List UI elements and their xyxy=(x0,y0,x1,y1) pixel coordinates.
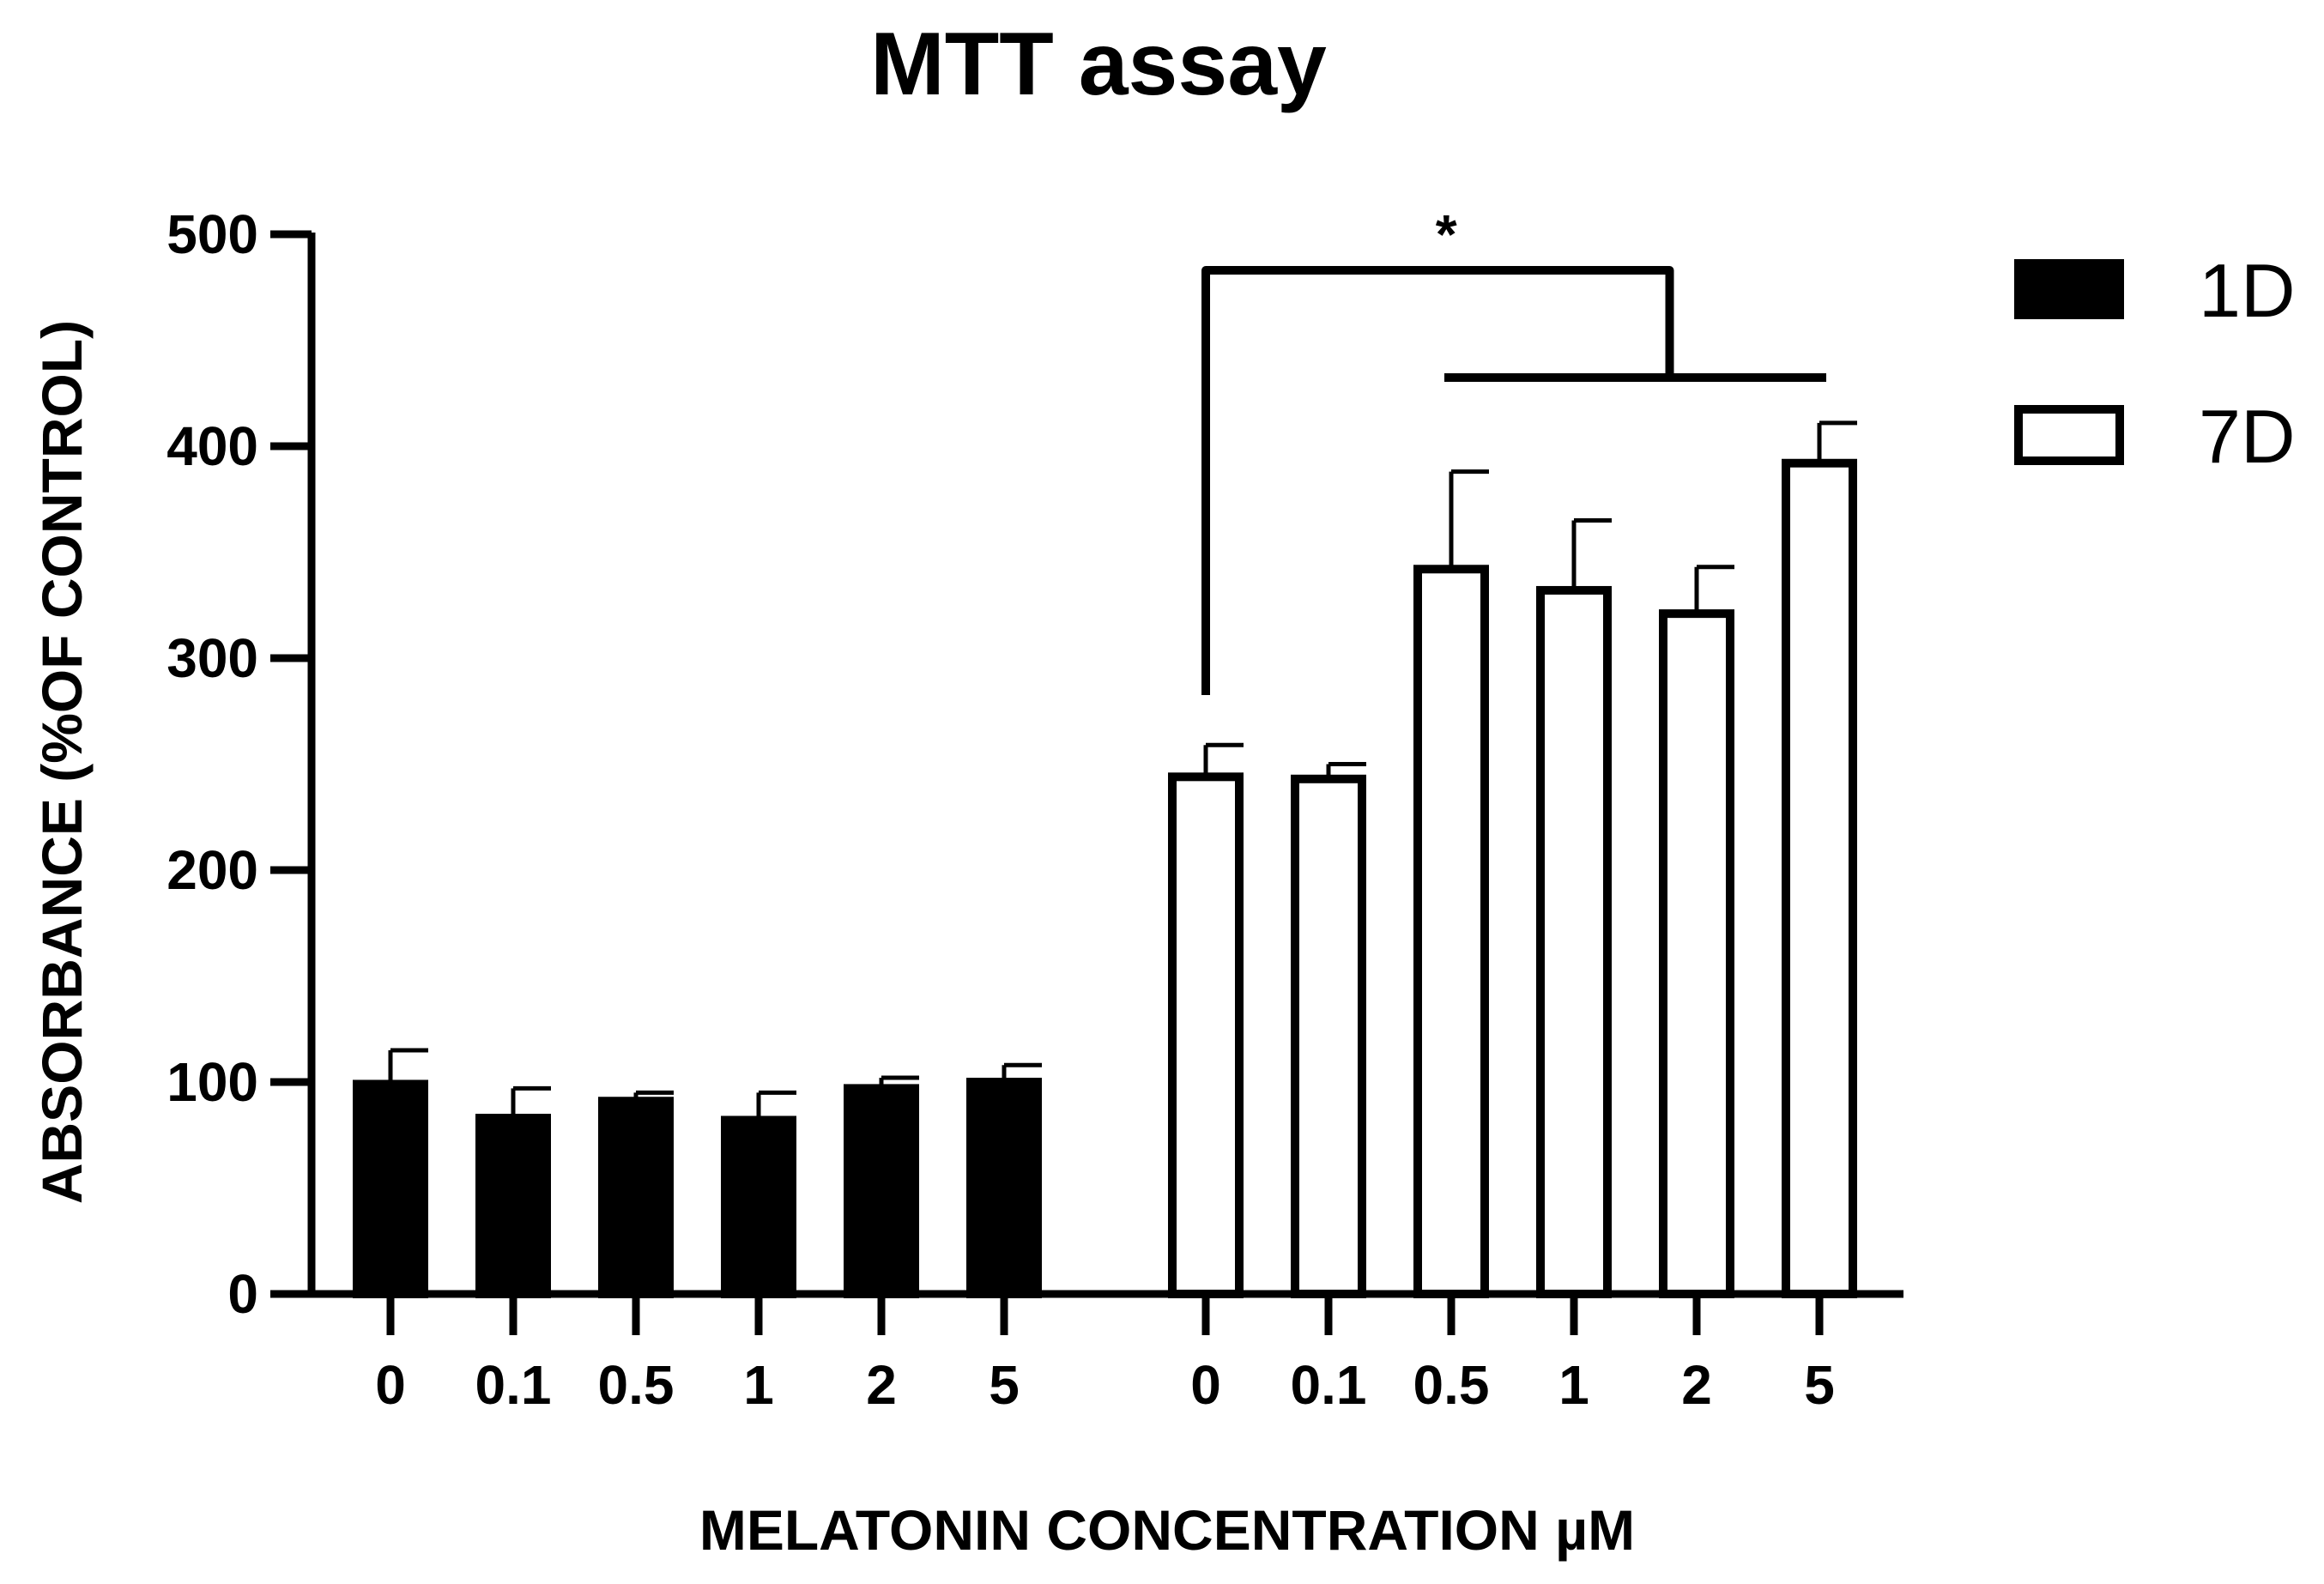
legend-label-7D: 7D xyxy=(2199,394,2296,479)
bar xyxy=(844,1084,919,1299)
y-tick-label: 0 xyxy=(227,1263,258,1325)
x-tick-label: 2 xyxy=(866,1354,897,1416)
legend-swatch-7D xyxy=(2014,405,2124,465)
x-tick-label: 0 xyxy=(375,1354,406,1416)
y-tick-label: 200 xyxy=(166,839,258,901)
legend-swatch-1D xyxy=(2014,259,2124,319)
bar xyxy=(966,1078,1042,1298)
bar xyxy=(1413,565,1489,1298)
bar xyxy=(475,1113,551,1298)
x-tick-label: 0.1 xyxy=(1291,1354,1367,1416)
x-tick-label: 0.5 xyxy=(1413,1354,1490,1416)
bar xyxy=(1291,774,1366,1298)
legend: 1D 7D xyxy=(2014,248,2296,479)
x-tick-label: 5 xyxy=(989,1354,1020,1416)
bar xyxy=(598,1097,674,1298)
bar xyxy=(1782,458,1857,1298)
x-tick-label: 0.1 xyxy=(475,1354,552,1416)
bar xyxy=(1659,609,1734,1298)
y-tick-label: 300 xyxy=(166,627,258,689)
y-tick-label: 100 xyxy=(166,1051,258,1113)
chart-title: MTT assay xyxy=(870,15,1327,114)
x-tick-label: 0.5 xyxy=(598,1354,675,1416)
y-axis-label: ABSORBANCE (%OF CONTROL) xyxy=(30,320,94,1204)
x-tick-label: 1 xyxy=(1558,1354,1589,1416)
bar xyxy=(353,1079,428,1298)
x-tick-label: 0 xyxy=(1190,1354,1221,1416)
significance-star: * xyxy=(1436,203,1457,265)
chart-marks: 0 100 200 300 400 500 0 0.1 0.5 1 2 5 0 0.1 0.5 1 2 5 * 1D 7… xyxy=(166,203,2295,1416)
y-tick-label: 500 xyxy=(166,203,258,265)
y-tick-label: 400 xyxy=(166,415,258,477)
x-tick-label: 5 xyxy=(1804,1354,1835,1416)
bar xyxy=(721,1115,796,1298)
significance-bracket xyxy=(1201,266,1674,695)
bar xyxy=(1168,772,1244,1298)
x-axis-label: MELATONIN CONCENTRATION µM xyxy=(699,1498,1635,1562)
bar xyxy=(1536,585,1612,1298)
x-tick-label: 1 xyxy=(743,1354,774,1416)
x-tick-label: 2 xyxy=(1681,1354,1712,1416)
legend-label-1D: 1D xyxy=(2199,248,2296,333)
